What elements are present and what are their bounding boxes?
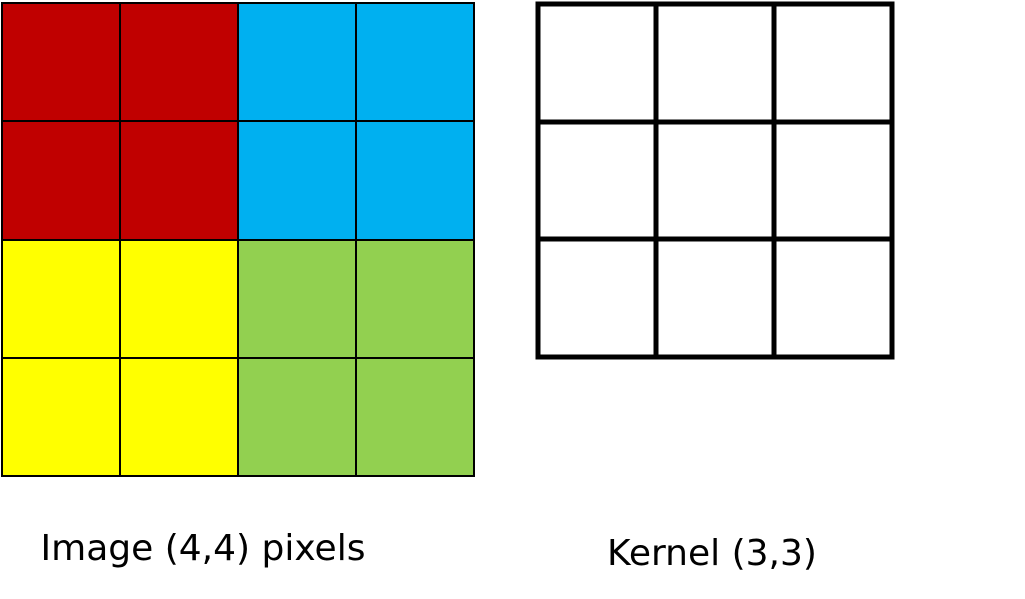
kernel-caption: Kernel (3,3) <box>607 533 817 574</box>
kernel-border <box>535 1 895 360</box>
image-caption: Image (4,4) pixels <box>41 528 366 569</box>
image-grid <box>1 2 475 477</box>
kernel-grid <box>535 1 895 360</box>
